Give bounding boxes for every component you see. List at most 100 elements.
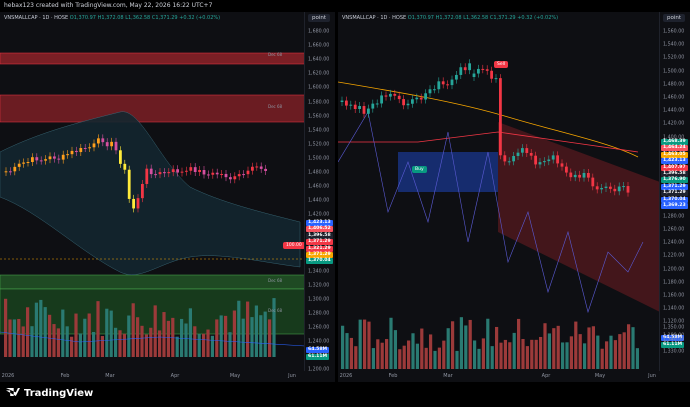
volume-label: 61.11M [661,342,685,348]
candle-body [39,160,43,162]
candle-body [163,172,166,174]
volume-ma [0,331,305,347]
volume-bar [228,332,232,357]
right-legend: VNSMALLCAP · 1D · HOSE O1,370.97 H1,372.… [342,15,558,21]
volume-bar [263,311,267,357]
candle-body [255,166,259,168]
left-close: C1,371.29 [151,15,178,21]
volume-bar [92,331,96,357]
mid-ma [338,131,639,153]
candle-body [424,93,427,100]
volume-bar [193,326,197,357]
volume-bar [376,339,380,369]
volume-bar [83,318,87,357]
time-tick: Mar [105,373,115,379]
candle-body [237,174,241,177]
price-tick: 1,420.00 [308,212,330,218]
candle-body [507,161,511,163]
right-price-plot[interactable] [338,12,660,371]
time-tick: Feb [388,373,398,379]
candle-body [485,69,489,71]
volume-bar [118,330,122,357]
price-tick: 1,480.00 [663,82,685,88]
volume-bar [569,336,573,369]
price-tick: 1,460.00 [663,95,685,101]
tradingview-logo: TradingView [6,388,93,399]
candle-body [393,93,397,96]
volume-bar [473,340,477,369]
candle-body [441,81,445,85]
price-tick: 1,580.00 [308,100,330,105]
candle-body [578,174,581,178]
price-tick: 1,680.00 [308,29,330,35]
candle-body [224,173,228,178]
pane-divider[interactable] [335,12,338,382]
price-label: 1,423.13 [306,220,333,226]
volume-bar [61,309,65,357]
price-label: 1,370.04 [306,258,333,265]
volume-bar [521,339,525,369]
candle-body [345,100,348,106]
right-change: +0.32 (+0.02%) [517,15,559,21]
volume-bar [622,332,626,369]
volume-bar [215,319,219,357]
volume-bar [241,318,245,357]
candle-body [569,172,573,178]
volume-bar [389,317,393,369]
candle-body [573,174,577,178]
candle-body [259,166,263,169]
price-label: 1,407.97 [661,164,688,171]
left-point-tag[interactable]: point [308,14,331,22]
left-low: L1,362.58 [125,15,151,21]
candle-body [53,156,56,159]
volume-bar [34,302,38,357]
volume-label: 64.58M [661,335,685,341]
left-time-axis[interactable]: 2026 Feb Mar Apr May Jun [0,371,305,382]
tradingview-icon [6,388,20,396]
volume-bar [587,327,591,369]
left-price-plot[interactable] [0,12,305,371]
volume-bar [407,340,411,369]
candle-body [472,73,476,77]
candle-body [406,103,410,106]
candle-body [189,167,193,171]
volume-bar [459,317,463,369]
volume-bar [402,345,406,369]
volume-bar [180,318,184,357]
candle-body [402,99,405,106]
price-tick: 1,600.00 [308,85,330,91]
volume-bar [136,317,140,357]
right-point-tag[interactable]: point [663,14,686,22]
chart-header: hebax123 created with TradingView.com, M… [0,0,690,12]
right-time-axis[interactable]: 2026 Feb Mar Apr May Jun [338,371,660,382]
time-tick: May [594,373,606,379]
candle-body [202,170,206,175]
volume-bar [43,307,47,357]
volume-bar [600,348,604,369]
right-price-axis[interactable]: point 1,560.00 1,540.00 1,520.00 1,500.00 1,… [659,12,690,382]
right-chart-pane[interactable]: VNSMALLCAP · 1D · HOSE O1,370.97 H1,372.… [338,12,690,382]
volume-bar [96,301,100,357]
left-chart-pane[interactable]: VNSMALLCAP · 1D · HOSE O1,370.97 H1,372.… [0,12,335,382]
price-tick: 1,200.00 [308,367,330,373]
volume-bar [503,339,507,369]
price-tick: 1,460.00 [308,184,330,190]
long-ma [338,81,639,158]
candle-body [595,186,599,190]
candle-body [617,186,621,192]
candle-body [419,97,423,100]
volume-bar [552,328,556,369]
candle-body [17,163,21,167]
price-tick: 1,500.00 [663,69,685,75]
candle-body [340,100,344,102]
volume-bar [605,341,609,369]
price-tick: 1,500.00 [308,156,330,162]
volume-bar [437,347,441,369]
volume-bar [517,318,521,369]
supply-zone-mid [0,94,305,123]
candle-body [367,108,370,114]
left-price-axis[interactable]: point 1,680.00 1,660.00 1,640.00 1,620.00 1,… [304,12,335,382]
volume-bar [162,312,166,357]
candle-body [613,188,617,192]
candle-body [145,168,149,184]
